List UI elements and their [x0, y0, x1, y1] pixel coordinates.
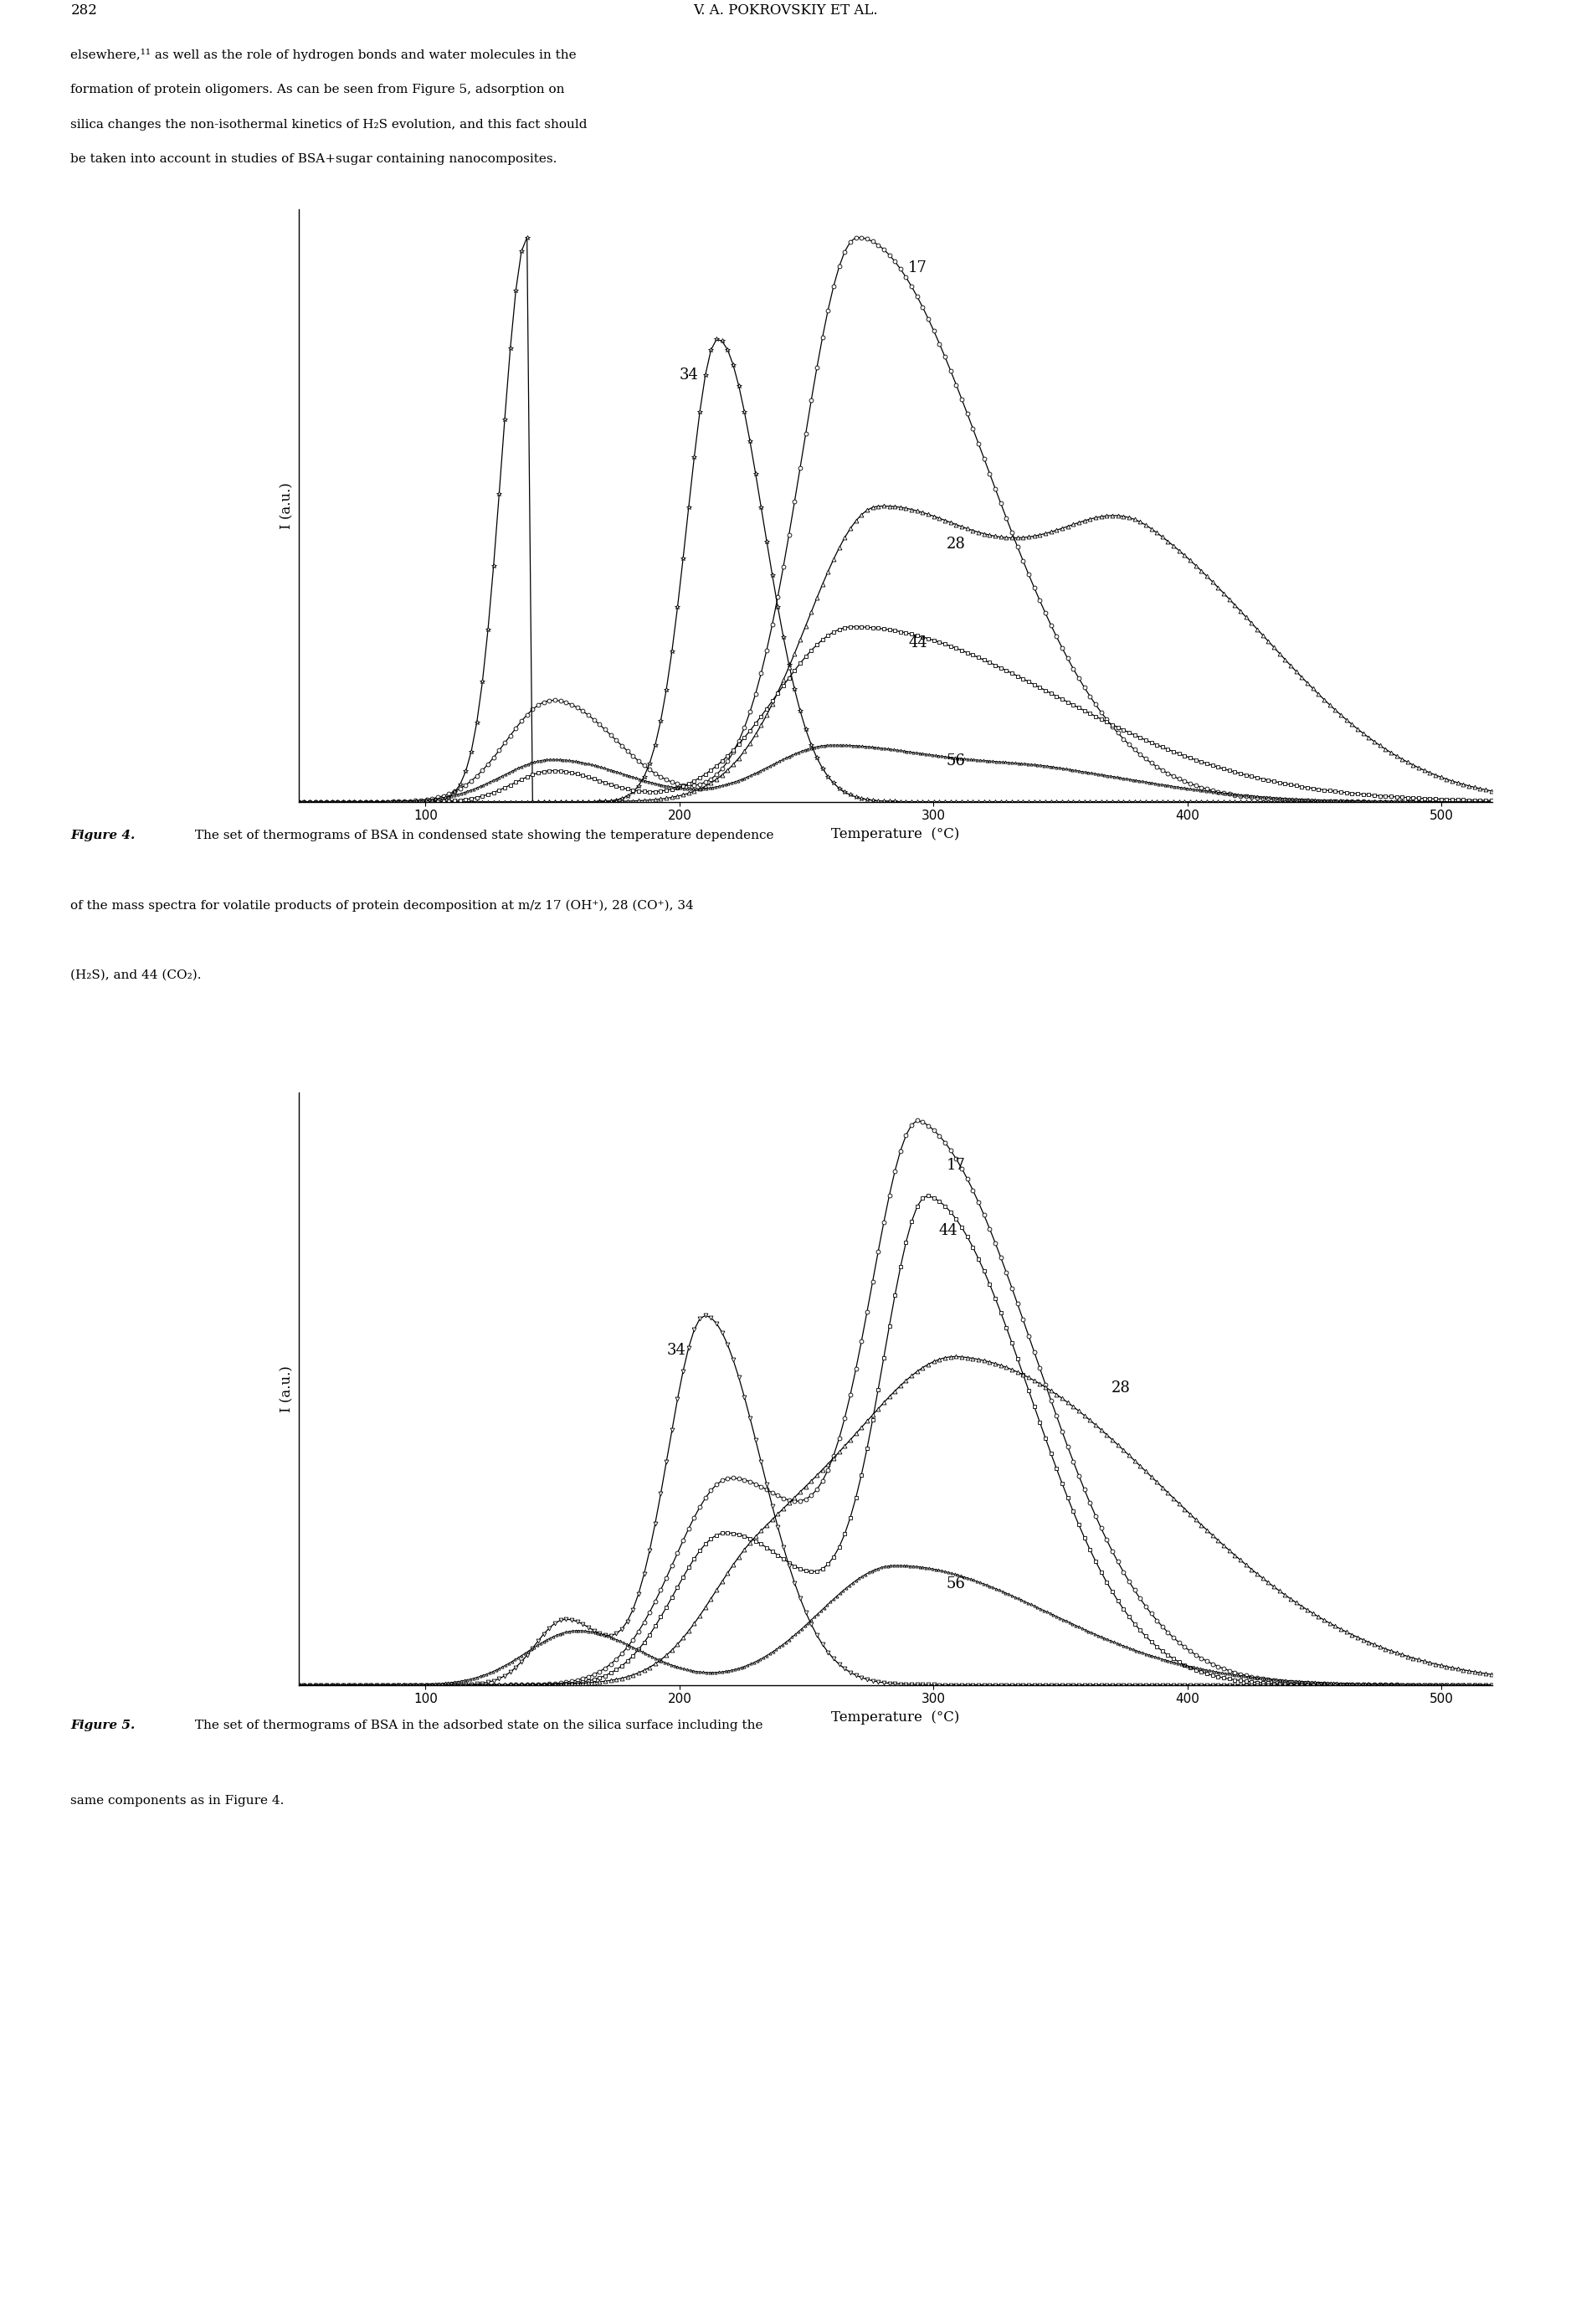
- Text: be taken into account in studies of BSA+sugar containing nanocomposites.: be taken into account in studies of BSA+…: [71, 153, 558, 165]
- Y-axis label: I (a.u.): I (a.u.): [280, 481, 294, 530]
- Text: 282: 282: [71, 2, 97, 19]
- Text: 34: 34: [666, 1343, 687, 1357]
- Text: (H₂S), and 44 (CO₂).: (H₂S), and 44 (CO₂).: [71, 969, 201, 981]
- Text: The set of thermograms of BSA in condensed state showing the temperature depende: The set of thermograms of BSA in condens…: [190, 830, 773, 841]
- X-axis label: Temperature  (°C): Temperature (°C): [831, 827, 960, 841]
- Text: of the mass spectra for volatile products of protein decomposition at m/z 17 (OH: of the mass spectra for volatile product…: [71, 899, 694, 911]
- Text: elsewhere,¹¹ as well as the role of hydrogen bonds and water molecules in the: elsewhere,¹¹ as well as the role of hydr…: [71, 49, 577, 60]
- Text: same components as in Figure 4.: same components as in Figure 4.: [71, 1794, 284, 1808]
- Text: The set of thermograms of BSA in the adsorbed state on the silica surface includ: The set of thermograms of BSA in the ads…: [190, 1720, 764, 1731]
- Text: 34: 34: [680, 367, 699, 381]
- Text: 17: 17: [908, 260, 927, 274]
- Text: 17: 17: [946, 1157, 966, 1174]
- Text: 44: 44: [908, 634, 927, 651]
- Text: 56: 56: [946, 753, 966, 769]
- Text: silica changes the non-isothermal kinetics of H₂S evolution, and this fact shoul: silica changes the non-isothermal kineti…: [71, 119, 588, 130]
- Text: V. A. POKROVSKIY ET AL.: V. A. POKROVSKIY ET AL.: [693, 2, 878, 19]
- Text: formation of protein oligomers. As can be seen from Figure 5, adsorption on: formation of protein oligomers. As can b…: [71, 84, 566, 95]
- Text: Figure 5.: Figure 5.: [71, 1720, 135, 1731]
- Text: 28: 28: [1111, 1380, 1131, 1397]
- X-axis label: Temperature  (°C): Temperature (°C): [831, 1710, 960, 1724]
- Text: 28: 28: [946, 537, 966, 551]
- Text: 44: 44: [938, 1222, 958, 1239]
- Text: Figure 4.: Figure 4.: [71, 830, 135, 841]
- Text: 56: 56: [946, 1576, 966, 1592]
- Y-axis label: I (a.u.): I (a.u.): [280, 1364, 294, 1413]
